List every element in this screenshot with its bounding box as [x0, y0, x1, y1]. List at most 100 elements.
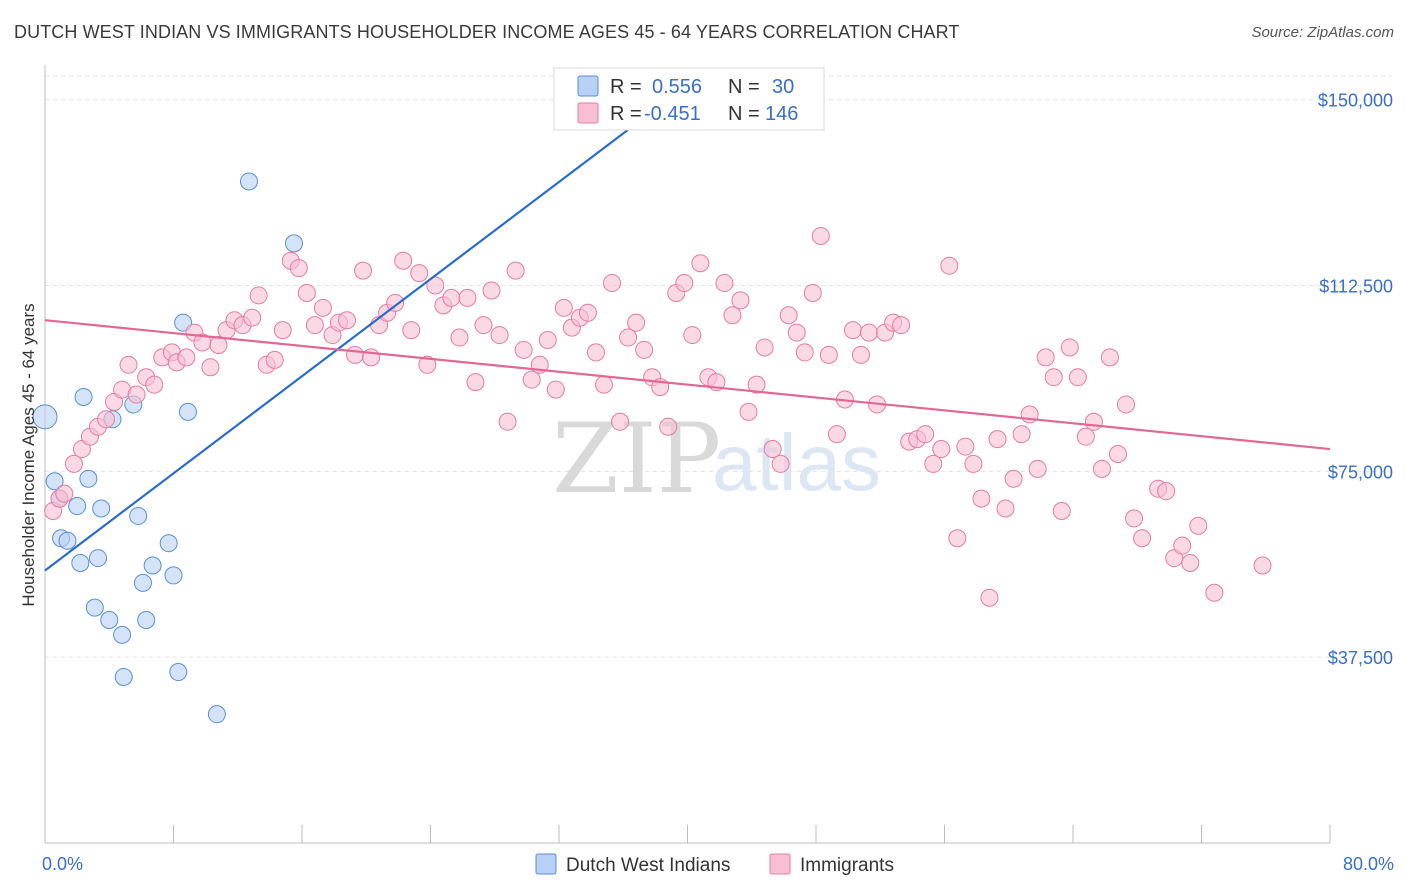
point-immigrants: [410, 264, 429, 283]
point-immigrants: [201, 358, 220, 377]
point-immigrants: [683, 326, 702, 345]
series-immigrants: [44, 226, 1272, 607]
point-dutch-west-indians: [79, 469, 98, 488]
point-dutch-west-indians: [239, 172, 258, 191]
point-dutch-west-indians: [113, 625, 132, 644]
point-immigrants: [522, 370, 541, 389]
point-immigrants: [426, 276, 445, 295]
point-immigrants: [594, 375, 613, 394]
point-dutch-west-indians: [207, 705, 226, 724]
point-immigrants: [1181, 554, 1200, 573]
point-immigrants: [243, 308, 262, 327]
point-immigrants: [337, 311, 356, 330]
point-immigrants: [1076, 427, 1095, 446]
point-immigrants: [948, 529, 967, 548]
x-tick-label-max: 80.0%: [1343, 854, 1394, 874]
point-immigrants: [1044, 368, 1063, 387]
legend-n-label-blue: N =: [728, 76, 760, 98]
point-immigrants: [715, 274, 734, 293]
bottom-legend-label-blue: Dutch West Indians: [566, 855, 730, 876]
point-immigrants: [1125, 509, 1144, 528]
axes: [44, 65, 1331, 844]
point-immigrants: [627, 313, 646, 332]
point-immigrants: [490, 326, 509, 345]
point-immigrants: [1189, 516, 1208, 535]
point-immigrants: [586, 343, 605, 362]
point-immigrants: [972, 489, 991, 508]
point-immigrants: [145, 375, 164, 394]
point-immigrants: [1012, 425, 1031, 444]
point-dutch-west-indians: [114, 667, 133, 686]
point-immigrants: [1117, 395, 1136, 414]
point-immigrants: [723, 306, 742, 325]
legend-n-value-pink: 146: [765, 103, 798, 125]
point-immigrants: [964, 454, 983, 473]
point-immigrants: [795, 343, 814, 362]
legend-n-value-blue: 30: [772, 76, 794, 98]
point-immigrants: [771, 454, 790, 473]
point-immigrants: [418, 355, 437, 374]
point-immigrants: [924, 454, 943, 473]
point-immigrants: [1084, 412, 1103, 431]
point-immigrants: [635, 340, 654, 359]
point-immigrants: [450, 328, 469, 347]
point-dutch-west-indians: [89, 549, 108, 568]
point-dutch-west-indians: [85, 598, 104, 617]
point-immigrants: [313, 298, 332, 317]
point-immigrants: [273, 321, 292, 340]
point-immigrants: [860, 323, 879, 342]
point-immigrants: [892, 316, 911, 335]
point-immigrants: [554, 298, 573, 317]
series-legend: Dutch West Indians Immigrants: [535, 853, 894, 876]
point-immigrants: [64, 454, 83, 473]
point-immigrants: [119, 355, 138, 374]
point-dutch-west-indians: [137, 611, 156, 630]
y-tick-label: $37,500: [1328, 648, 1393, 668]
legend-r-value-blue: 0.556: [652, 76, 702, 98]
trend-line-dutch-west-indians: [44, 83, 689, 572]
chart-title: DUTCH WEST INDIAN VS IMMIGRANTS HOUSEHOL…: [14, 22, 960, 42]
x-tick-labels: 0.0% 80.0%: [42, 854, 1394, 874]
point-immigrants: [1253, 556, 1272, 575]
point-dutch-west-indians: [159, 534, 178, 553]
point-immigrants: [819, 345, 838, 364]
point-immigrants: [474, 316, 493, 335]
point-immigrants: [538, 331, 557, 350]
point-immigrants: [659, 417, 678, 436]
point-immigrants: [97, 410, 116, 429]
point-immigrants: [578, 303, 597, 322]
point-immigrants: [1157, 482, 1176, 501]
legend-swatch-pink: [577, 102, 599, 124]
point-immigrants: [546, 380, 565, 399]
point-immigrants: [675, 274, 694, 293]
point-dutch-west-indians: [133, 573, 152, 592]
point-immigrants: [346, 345, 365, 364]
point-dutch-west-indians: [68, 497, 87, 516]
point-immigrants: [739, 402, 758, 421]
point-immigrants: [1052, 501, 1071, 520]
trend-lines: [44, 83, 1331, 572]
trend-line-immigrants: [44, 319, 1331, 451]
point-immigrants: [956, 437, 975, 456]
point-immigrants: [177, 348, 196, 367]
point-immigrants: [289, 259, 308, 278]
point-immigrants: [1028, 459, 1047, 478]
point-immigrants: [611, 412, 630, 431]
y-axis-label: Householder Income Ages 45 - 64 years: [19, 303, 38, 606]
point-immigrants: [514, 340, 533, 359]
point-dutch-west-indians: [164, 566, 183, 585]
point-immigrants: [827, 425, 846, 444]
point-immigrants: [466, 373, 485, 392]
point-immigrants: [402, 321, 421, 340]
point-immigrants: [603, 274, 622, 293]
point-dutch-west-indians: [169, 663, 188, 682]
point-immigrants: [394, 251, 413, 270]
point-immigrants: [787, 323, 806, 342]
point-immigrants: [747, 375, 766, 394]
point-immigrants: [442, 288, 461, 307]
y-tick-label: $75,000: [1328, 462, 1393, 482]
legend-r-value-pink: -0.451: [644, 103, 701, 125]
point-immigrants: [763, 440, 782, 459]
point-immigrants: [731, 291, 750, 310]
